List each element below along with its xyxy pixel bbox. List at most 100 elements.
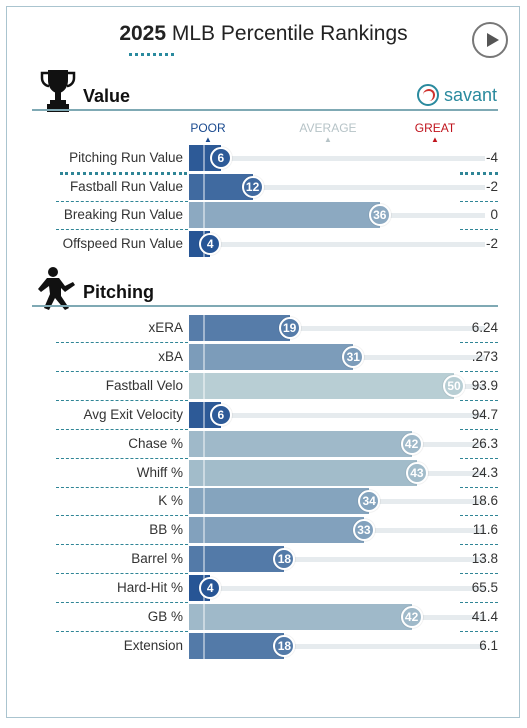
metric-row[interactable]: Barrel % 18 13.8	[32, 545, 498, 575]
percentile-bubble[interactable]: 4	[199, 577, 222, 600]
metric-row[interactable]: Avg Exit Velocity 6 94.7	[32, 401, 498, 430]
row-divider-right	[460, 457, 498, 459]
row-divider-left	[56, 515, 188, 517]
percentile-bubble[interactable]: 4	[199, 233, 222, 256]
metric-label: Fastball Velo	[105, 377, 183, 393]
percentile-bubble[interactable]: 33	[352, 519, 375, 542]
legend-poor: POOR ▲	[186, 121, 230, 144]
percentile-bar	[189, 459, 417, 486]
row-divider-right	[460, 602, 498, 604]
metric-value: 18.6	[471, 493, 498, 509]
percentile-track	[220, 156, 485, 161]
percentile-bar	[189, 430, 412, 457]
percentile-bubble[interactable]: 42	[400, 606, 423, 628]
pitcher-icon	[38, 267, 75, 310]
row-divider-right	[460, 573, 498, 575]
percentile-bubble[interactable]: 31	[342, 345, 365, 368]
metric-label: Extension	[123, 637, 183, 653]
percentile-bubble[interactable]: 12	[241, 175, 264, 198]
percentile-track	[220, 184, 485, 190]
savant-brand[interactable]: savant	[417, 84, 497, 106]
row-divider-right	[460, 229, 498, 231]
percentile-bar	[189, 343, 354, 370]
metric-value: -2	[485, 178, 498, 194]
row-divider-left	[60, 172, 187, 175]
metric-value: 13.8	[471, 551, 498, 567]
row-divider-left	[56, 486, 188, 488]
savant-label: savant	[444, 84, 498, 105]
metric-row[interactable]: BB % 33 11.6	[32, 516, 498, 546]
row-divider-left	[56, 544, 188, 546]
metric-row[interactable]: xBA 31 .273	[32, 343, 498, 372]
metric-value: 94.7	[471, 406, 498, 422]
metric-value: 93.9	[471, 377, 498, 393]
percentile-bubble[interactable]: 6	[209, 147, 232, 169]
metric-label: Whiff %	[136, 464, 183, 480]
row-divider-right	[460, 370, 498, 372]
metric-value: 6.24	[471, 320, 498, 335]
metric-label: Chase %	[128, 435, 183, 451]
row-divider-right	[460, 486, 498, 488]
metric-row[interactable]: Pitching Run Value 6 -4	[32, 144, 498, 175]
row-divider-right	[460, 172, 498, 175]
metric-row[interactable]: Hard-Hit % 4 65.5	[32, 574, 498, 604]
percentile-bubble[interactable]: 18	[273, 634, 296, 657]
percentile-bar	[189, 488, 370, 515]
percentile-bubble[interactable]: 43	[405, 461, 428, 484]
legend-poor-label: POOR	[190, 121, 226, 135]
metric-row[interactable]: Fastball Run Value 12 -2	[32, 173, 498, 202]
metric-value: 41.4	[471, 609, 498, 624]
percentile-bubble[interactable]: 36	[368, 204, 391, 227]
percentile-bubble[interactable]: 18	[273, 548, 296, 571]
metric-row[interactable]: Chase % 42 26.3	[32, 430, 498, 459]
percentile-track	[220, 557, 485, 563]
metric-label: Offspeed Run Value	[62, 236, 183, 252]
metric-row[interactable]: Whiff % 43 24.3	[32, 459, 498, 488]
metric-value: 11.6	[472, 522, 498, 538]
legend-average: AVERAGE ▲	[296, 121, 360, 144]
metric-value: -4	[485, 150, 498, 165]
value-section-title: Value	[83, 86, 131, 106]
row-divider-left	[56, 370, 188, 372]
row-divider-right	[460, 399, 498, 401]
percentile-bubble[interactable]: 34	[358, 490, 381, 513]
play-button[interactable]	[472, 22, 508, 58]
metric-label: Pitching Run Value	[69, 150, 183, 165]
row-divider-right	[460, 428, 498, 430]
metric-row[interactable]: xERA 19 6.24	[32, 314, 498, 343]
metric-value: -2	[485, 236, 498, 252]
pitching-section-rule	[32, 305, 498, 307]
value-section-rule	[32, 109, 498, 111]
percentile-track	[220, 412, 485, 418]
percentile-bar	[189, 632, 285, 659]
metric-label: Barrel %	[131, 551, 183, 567]
metric-value: 65.5	[471, 580, 498, 596]
legend-average-label: AVERAGE	[299, 121, 357, 135]
legend-great: GREAT ▲	[410, 121, 460, 144]
page-title: 2025 MLB Percentile Rankings	[0, 22, 527, 46]
legend-great-arrow-icon: ▲	[431, 135, 439, 144]
percentile-bar	[189, 202, 380, 229]
percentile-bar	[189, 517, 364, 544]
metric-label: Hard-Hit %	[116, 580, 183, 596]
metric-row[interactable]: Breaking Run Value 36 0	[32, 201, 498, 231]
row-divider-left	[56, 428, 188, 430]
percentile-track	[220, 643, 485, 649]
legend-average-arrow-icon: ▲	[324, 135, 332, 144]
row-divider-left	[56, 399, 188, 401]
percentile-track	[220, 242, 485, 248]
percentile-bubble[interactable]: 6	[209, 403, 232, 426]
metric-label: K %	[158, 493, 183, 509]
percentile-bubble[interactable]: 42	[400, 432, 423, 455]
row-divider-left	[56, 457, 188, 459]
metric-row[interactable]: Fastball Velo 50 93.9	[32, 372, 498, 401]
row-divider-right	[460, 631, 498, 632]
metric-row[interactable]: K % 34 18.6	[32, 487, 498, 517]
percentile-bubble[interactable]: 50	[443, 374, 465, 397]
percentile-bubble[interactable]: 19	[278, 317, 301, 339]
metric-row[interactable]: GB % 42 41.4	[32, 603, 498, 632]
metric-row[interactable]: Offspeed Run Value 4 -2	[32, 230, 498, 258]
metric-value: 26.3	[471, 435, 498, 451]
percentile-bar	[189, 315, 290, 341]
metric-row[interactable]: Extension 18 6.1	[32, 632, 498, 660]
